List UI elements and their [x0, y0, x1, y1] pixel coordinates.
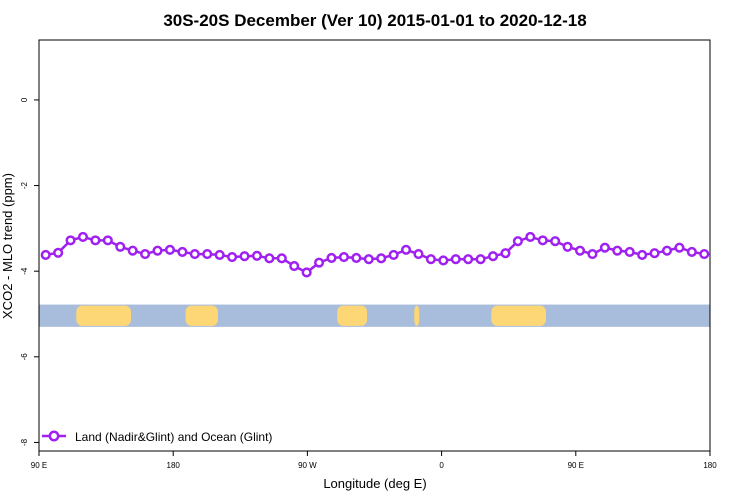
data-point: [450, 254, 461, 265]
data-point: [649, 248, 660, 259]
land-patch: [76, 305, 131, 326]
x-tick-label: 90 W: [298, 461, 317, 470]
legend-label: Land (Nadir&Glint) and Ocean (Glint): [75, 430, 272, 444]
data-point: [612, 245, 623, 256]
x-tick-label: 180: [703, 461, 717, 470]
data-point: [401, 244, 412, 255]
data-point: [376, 253, 387, 264]
x-tick-label: 180: [167, 461, 181, 470]
data-point: [227, 252, 238, 263]
data-point: [463, 254, 474, 265]
data-point: [90, 235, 101, 246]
x-tick-label: 90 E: [31, 461, 47, 470]
data-point: [314, 257, 325, 268]
data-point: [40, 249, 51, 260]
data-point: [102, 235, 113, 246]
data-point: [574, 245, 586, 256]
land-patch: [491, 305, 546, 326]
data-point: [500, 248, 511, 259]
data-point: [475, 254, 486, 265]
land-patch: [337, 305, 368, 326]
y-tick-label: -4: [20, 267, 29, 275]
data-point: [637, 249, 648, 260]
data-point: [624, 246, 635, 257]
data-point: [77, 231, 89, 242]
data-point: [214, 249, 225, 260]
land-patch: [185, 305, 218, 326]
y-tick-label: -2: [20, 181, 29, 189]
data-point: [65, 235, 76, 246]
land-patch: [414, 305, 420, 326]
data-point: [525, 231, 536, 242]
data-point: [164, 244, 176, 255]
y-tick-label: 0: [20, 97, 29, 102]
legend: Land (Nadir&Glint) and Ocean (Glint): [42, 430, 272, 444]
data-point: [351, 252, 362, 263]
data-point: [699, 249, 710, 260]
y-axis: 0 -2 -4 -6 -8: [20, 97, 39, 446]
x-axis-label: Longitude (deg E): [323, 476, 426, 491]
legend-marker: [48, 430, 60, 442]
data-point: [338, 252, 349, 263]
data-point: [202, 249, 213, 260]
data-point: [413, 249, 424, 260]
land-patch: [116, 305, 119, 326]
data-point: [127, 245, 138, 256]
data-point: [289, 261, 300, 272]
data-point: [251, 250, 263, 261]
plot-frame: [38, 39, 711, 452]
data-point: [189, 249, 200, 260]
data-point: [276, 253, 287, 264]
data-point: [438, 255, 449, 266]
data-point: [537, 235, 548, 246]
data-point: [363, 254, 374, 265]
data-point: [487, 251, 499, 262]
data-point: [152, 245, 163, 256]
data-point: [512, 236, 523, 247]
data-point: [425, 254, 436, 265]
data-point: [674, 242, 685, 253]
data-point: [661, 245, 673, 256]
data-point: [140, 249, 151, 260]
y-tick-label: -6: [20, 353, 29, 361]
data-point: [115, 241, 126, 252]
x-tick-label: 0: [439, 461, 444, 470]
data-point: [686, 246, 697, 257]
x-axis: 90 E 180 90 W 0 90 E 180: [31, 451, 717, 470]
x-tick-label: 90 E: [568, 461, 584, 470]
data-point: [301, 267, 312, 278]
data-point: [562, 241, 573, 252]
data-point: [239, 251, 250, 262]
data-point: [550, 236, 561, 247]
data-point: [264, 253, 275, 264]
data-point: [587, 249, 598, 260]
y-axis-label: XCO2 - MLO trend (ppm): [0, 173, 15, 319]
data-point: [177, 246, 188, 257]
series-layer: [40, 231, 710, 278]
data-point: [326, 252, 337, 263]
ocean-band: [39, 304, 710, 327]
data-point: [388, 249, 399, 260]
surface-band: [39, 304, 710, 327]
chart-title: 30S-20S December (Ver 10) 2015-01-01 to …: [163, 11, 586, 30]
data-point: [53, 247, 64, 258]
data-point: [599, 242, 610, 253]
y-tick-label: -8: [20, 438, 29, 446]
